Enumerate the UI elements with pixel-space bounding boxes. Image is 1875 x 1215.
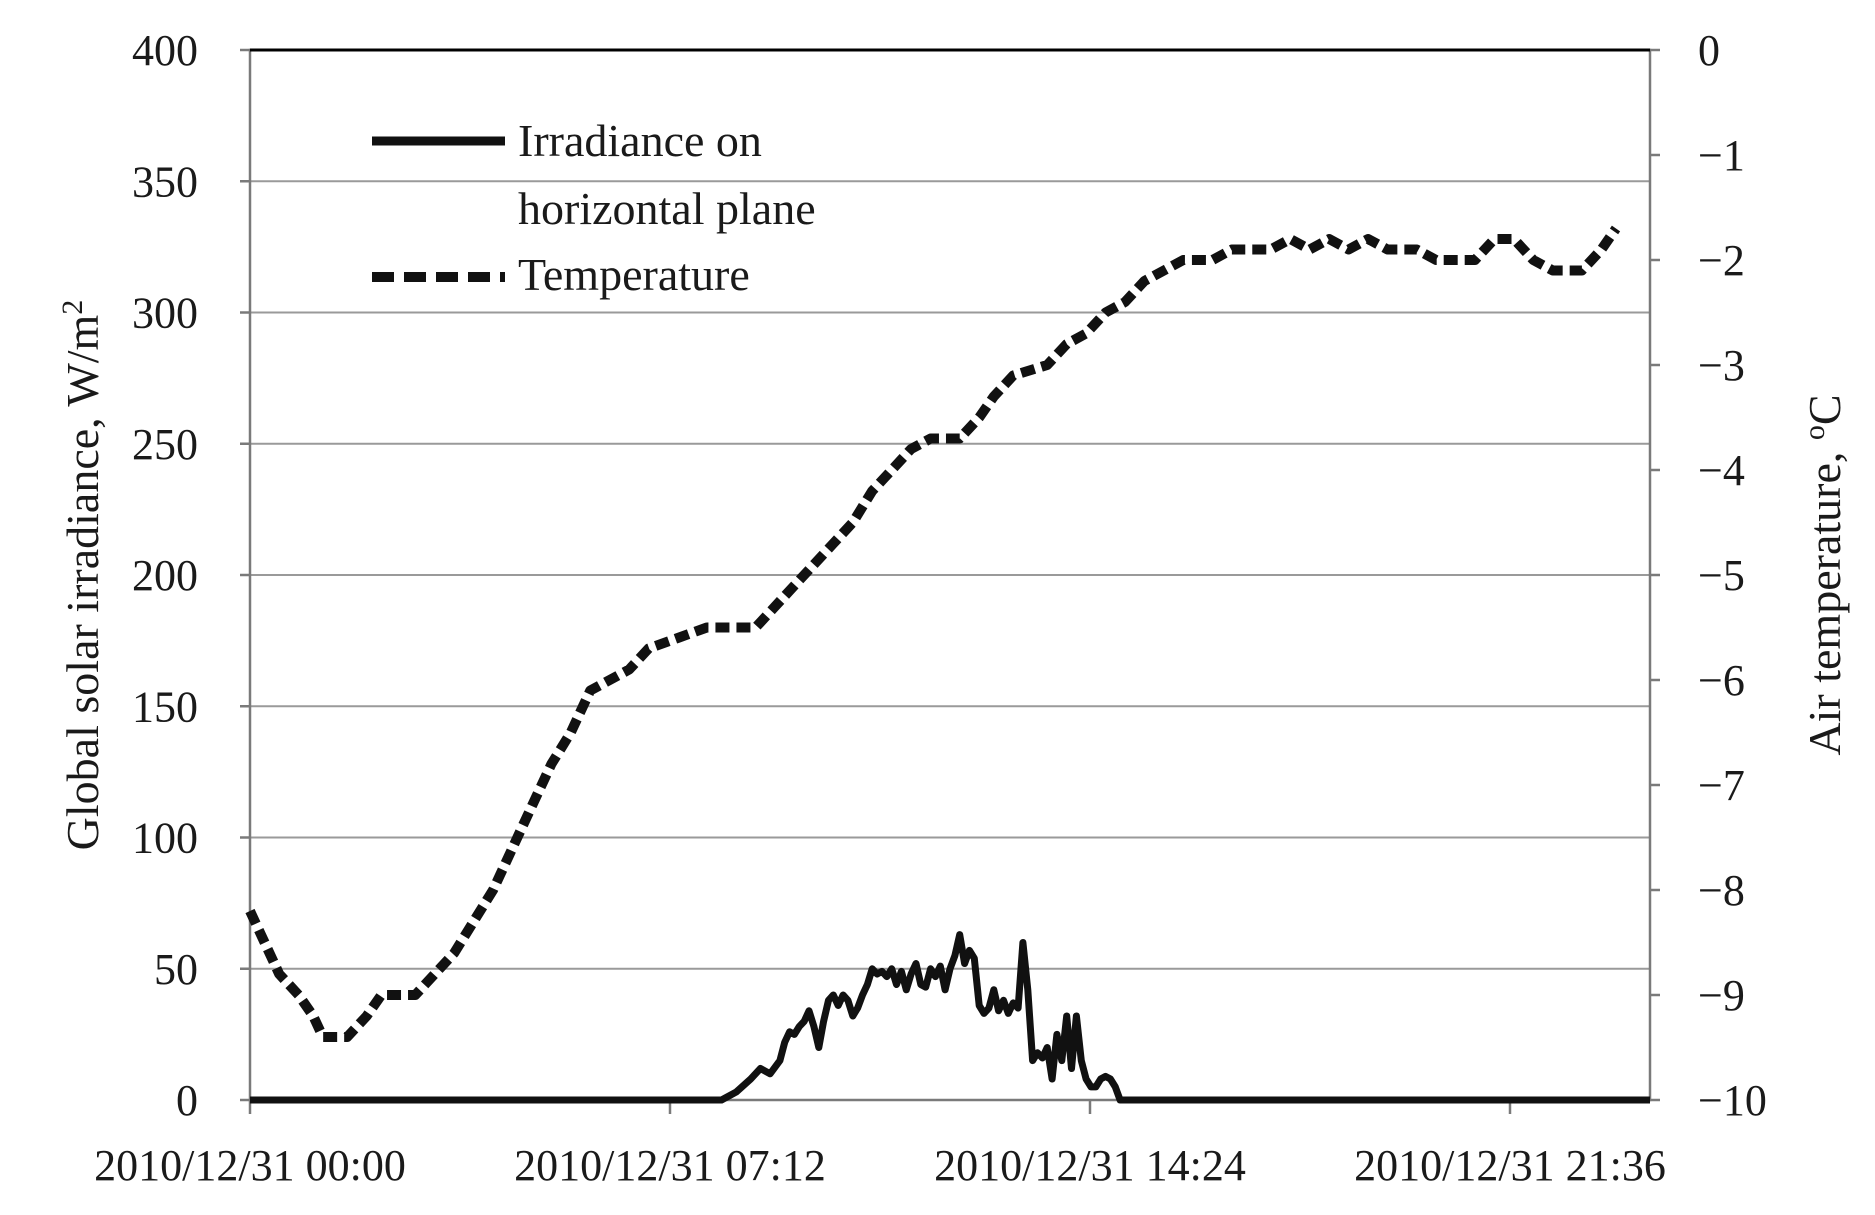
y-right-tick-label: −5: [1698, 551, 1745, 600]
y-right-tick-label: −9: [1698, 971, 1745, 1020]
y-left-axis-title: Global solar irradiance, W/m2: [56, 300, 109, 851]
y-right-tick-label: 0: [1698, 26, 1720, 75]
temperature-series-line: [245, 225, 1621, 1042]
y-left-tick-label: 150: [132, 682, 198, 731]
irradiance-series-line: [250, 931, 1650, 1104]
y-right-axis-title: Air temperature, oC: [1798, 394, 1851, 755]
x-tick-label: 2010/12/31 14:24: [934, 1141, 1246, 1190]
x-tick-label: 2010/12/31 21:36: [1354, 1141, 1666, 1190]
y-right-tick-label: −1: [1698, 131, 1745, 180]
y-left-axis: 0 50 100 150 200 250 300 350 400: [132, 26, 250, 1125]
y-right-tick-label: −7: [1698, 761, 1745, 810]
legend-label-irradiance-line2: horizontal plane: [518, 183, 816, 234]
y-right-axis: 0 −1 −2 −3 −4 −5 −6 −7 −8 −9 −10: [1650, 26, 1767, 1125]
y-left-tick-label: 50: [154, 945, 198, 994]
x-tick-label: 2010/12/31 00:00: [94, 1141, 406, 1190]
gridlines: [250, 180, 1650, 970]
y-left-tick-label: 100: [132, 814, 198, 863]
y-right-tick-label: −8: [1698, 866, 1745, 915]
y-right-axis-title-superscript: o: [1798, 425, 1831, 440]
y-right-tick-label: −10: [1698, 1076, 1767, 1125]
x-axis: 2010/12/31 00:00 2010/12/31 07:12 2010/12/…: [94, 1100, 1666, 1190]
y-right-tick-label: −2: [1698, 236, 1745, 285]
y-left-tick-label: 300: [132, 289, 198, 338]
y-left-tick-label: 0: [176, 1076, 198, 1125]
y-right-tick-label: −3: [1698, 341, 1745, 390]
y-left-tick-label: 250: [132, 420, 198, 469]
x-tick-label: 2010/12/31 07:12: [514, 1141, 826, 1190]
y-right-tick-label: −6: [1698, 656, 1745, 705]
y-left-tick-label: 350: [132, 157, 198, 206]
y-right-axis-title-unit: C: [1799, 394, 1850, 425]
y-left-tick-label: 400: [132, 26, 198, 75]
y-right-tick-label: −4: [1698, 446, 1745, 495]
y-left-axis-title-superscript: 2: [56, 300, 89, 315]
legend-label-temperature: Temperature: [518, 249, 750, 300]
y-left-axis-title-text: Global solar irradiance, W/m: [57, 314, 108, 850]
y-left-tick-label: 200: [132, 551, 198, 600]
legend-label-irradiance-line1: Irradiance on: [518, 115, 762, 166]
legend: Irradiance on horizontal plane Temperatu…: [372, 115, 816, 300]
y-right-axis-title-text: Air temperature,: [1799, 440, 1850, 755]
